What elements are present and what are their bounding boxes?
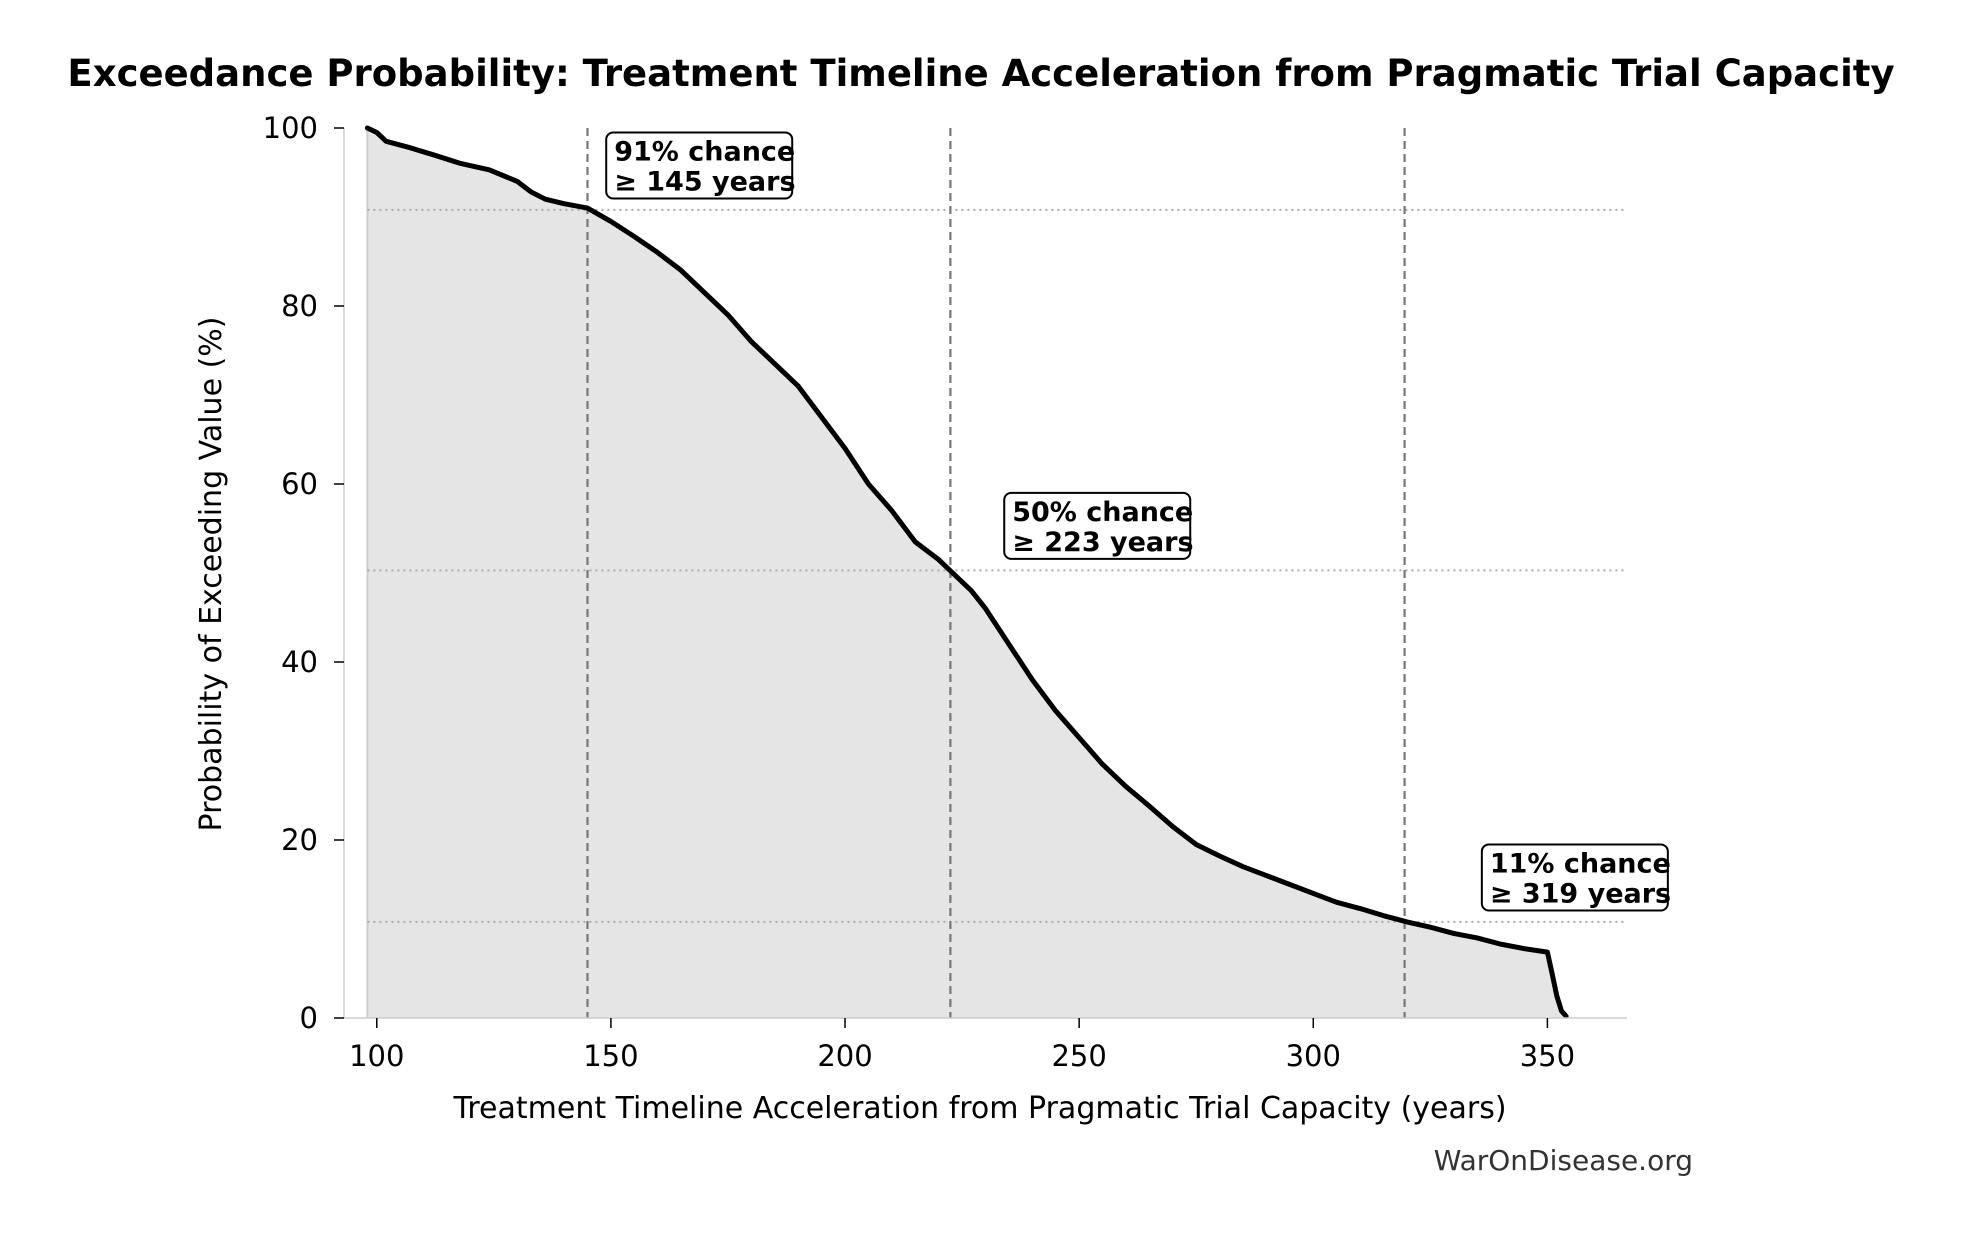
x-tick-label: 200	[817, 1039, 872, 1073]
x-tick-label: 100	[349, 1039, 404, 1073]
exceedance-curve	[364, 125, 1569, 1019]
annotation-box	[1003, 491, 1192, 560]
chart-title: Exceedance Probability: Treatment Timeli…	[67, 52, 1894, 95]
x-tick-label: 300	[1286, 1039, 1341, 1073]
y-tick-label: 40	[281, 645, 318, 679]
x-tick-label: 150	[583, 1039, 638, 1073]
annotation-line-2: ≥ 319 years	[1490, 878, 1671, 909]
annotation-box	[1480, 843, 1669, 912]
annotation-line-1: 50% chance	[1012, 497, 1193, 528]
annotation-line-2: ≥ 145 years	[614, 166, 795, 197]
x-axis-label: Treatment Timeline Acceleration from Pra…	[452, 1091, 1506, 1126]
y-tick-label: 0	[300, 1001, 318, 1035]
annotation-line-1: 11% chance	[1490, 848, 1671, 879]
y-tick-label: 80	[281, 289, 318, 323]
x-tick-label: 350	[1520, 1039, 1575, 1073]
y-axis-label: Probability of Exceeding Value (%)	[194, 317, 229, 832]
plot-area: 0 20 40 60 80 100 100 150 200 250 300 350 91% chance…	[263, 111, 1672, 1073]
x-tick-label: 250	[1051, 1039, 1106, 1073]
y-tick-label: 100	[263, 111, 318, 145]
y-tick-label: 60	[281, 467, 318, 501]
annotation-line-1: 91% chance	[614, 136, 795, 167]
y-tick-label: 20	[281, 823, 318, 857]
annotation-line-2: ≥ 223 years	[1012, 527, 1193, 558]
annotation-box	[605, 131, 794, 200]
area-fill	[367, 128, 1567, 1018]
watermark: WarOnDisease.org	[1434, 1144, 1693, 1177]
